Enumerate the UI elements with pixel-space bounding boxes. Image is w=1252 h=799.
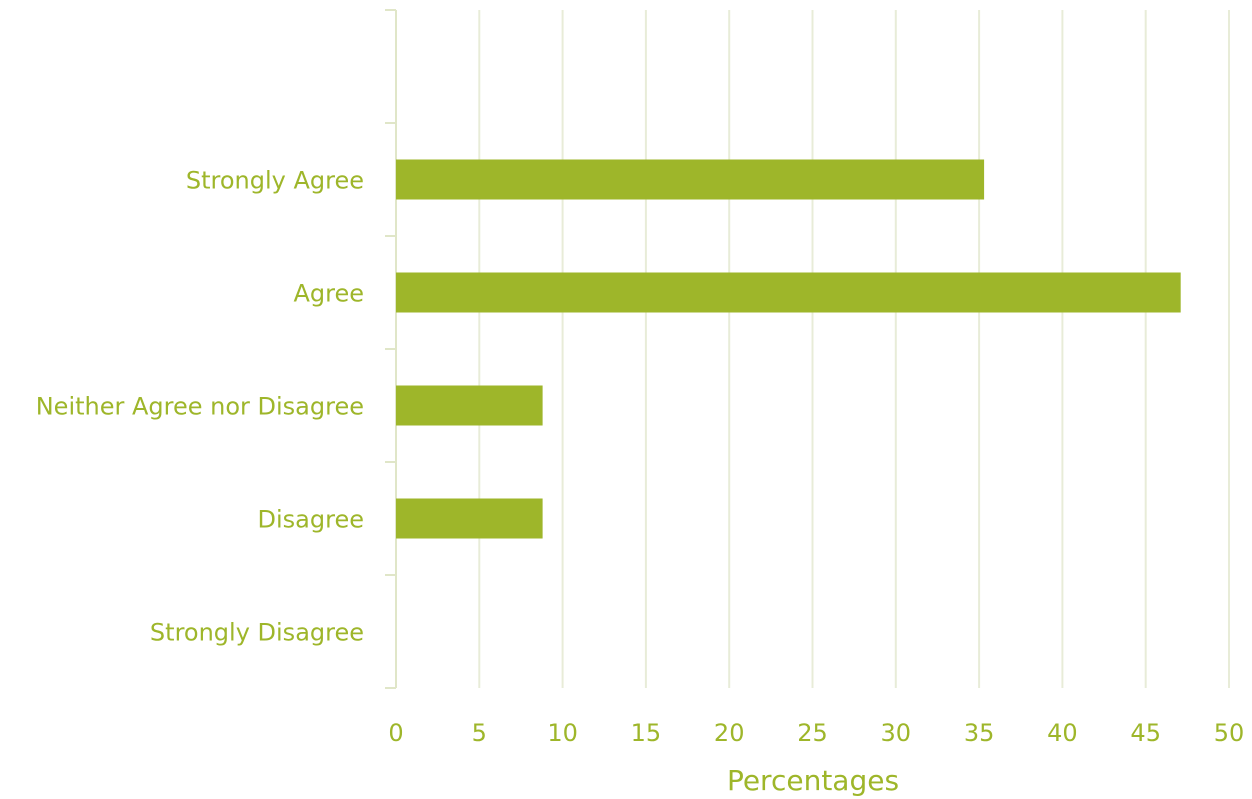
x-tick-label-25: 25 xyxy=(797,719,828,747)
x-tick-label-45: 45 xyxy=(1130,719,1161,747)
x-tick-label-50: 50 xyxy=(1214,719,1245,747)
category-label-strongly-agree: Strongly Agree xyxy=(186,167,364,195)
gridlines xyxy=(395,10,1230,688)
category-label-neither-agree-nor-disagree: Neither Agree nor Disagree xyxy=(36,393,364,421)
category-label-agree: Agree xyxy=(293,280,364,308)
x-tick-label-40: 40 xyxy=(1047,719,1078,747)
x-tick-label-35: 35 xyxy=(964,719,995,747)
bar-disagree xyxy=(396,498,543,539)
category-label-disagree: Disagree xyxy=(258,506,364,534)
category-labels: Strongly Agree Agree Neither Agree nor Dis… xyxy=(36,167,364,647)
category-axis xyxy=(385,9,396,689)
category-label-strongly-disagree: Strongly Disagree xyxy=(150,619,364,647)
bar-agree xyxy=(396,272,1181,313)
bar-neither-agree-nor-disagree xyxy=(396,385,543,426)
x-tick-label-10: 10 xyxy=(547,719,578,747)
x-tick-labels: 0 5 10 15 20 25 30 35 40 45 50 xyxy=(388,719,1244,747)
bars xyxy=(396,159,1181,539)
x-tick-label-30: 30 xyxy=(881,719,912,747)
x-tick-label-15: 15 xyxy=(631,719,662,747)
bar-strongly-agree xyxy=(396,159,985,200)
x-axis-title: Percentages xyxy=(727,764,899,797)
x-tick-label-0: 0 xyxy=(388,719,403,747)
x-tick-label-5: 5 xyxy=(472,719,487,747)
x-tick-label-20: 20 xyxy=(714,719,745,747)
